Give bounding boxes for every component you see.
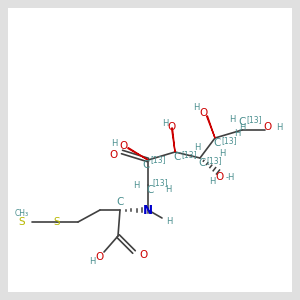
Text: [13]: [13] [152,178,168,188]
Text: O: O [263,122,271,132]
Text: -H: -H [225,172,235,182]
Text: H: H [234,130,240,139]
Text: C: C [213,138,221,148]
Text: O: O [110,150,118,160]
Text: H: H [89,257,95,266]
Text: [13]: [13] [246,116,262,124]
Text: O: O [96,252,104,262]
Text: H: H [165,185,171,194]
Text: CH₃: CH₃ [15,209,29,218]
Text: N: N [144,203,152,217]
Text: [13]: [13] [181,151,197,160]
Text: O: O [119,141,127,151]
Text: H: H [194,143,200,152]
Text: H: H [209,178,215,187]
Text: O: O [168,122,176,132]
Text: H: H [276,122,282,131]
Text: O: O [216,172,224,182]
Text: H: H [133,181,139,190]
Polygon shape [207,116,215,138]
Text: S: S [54,217,60,227]
Text: N: N [143,203,153,217]
Text: C: C [198,158,206,168]
Text: H: H [219,149,225,158]
Text: [13]: [13] [206,157,222,166]
Text: C: C [146,185,154,195]
Text: [13]: [13] [150,155,166,164]
Text: O: O [200,108,208,118]
Text: H: H [193,103,199,112]
Polygon shape [128,148,148,160]
Text: C: C [116,197,124,207]
Text: S: S [19,217,25,227]
Text: C: C [238,117,246,127]
Text: C: C [173,152,181,162]
Text: O: O [140,250,148,260]
Text: H: H [162,118,168,127]
Text: H: H [166,217,172,226]
Text: H: H [111,139,117,148]
FancyBboxPatch shape [8,8,292,292]
Text: H: H [229,116,235,124]
Polygon shape [172,128,175,152]
Text: C: C [142,160,150,170]
Text: H: H [239,124,245,133]
Text: [13]: [13] [221,136,237,146]
